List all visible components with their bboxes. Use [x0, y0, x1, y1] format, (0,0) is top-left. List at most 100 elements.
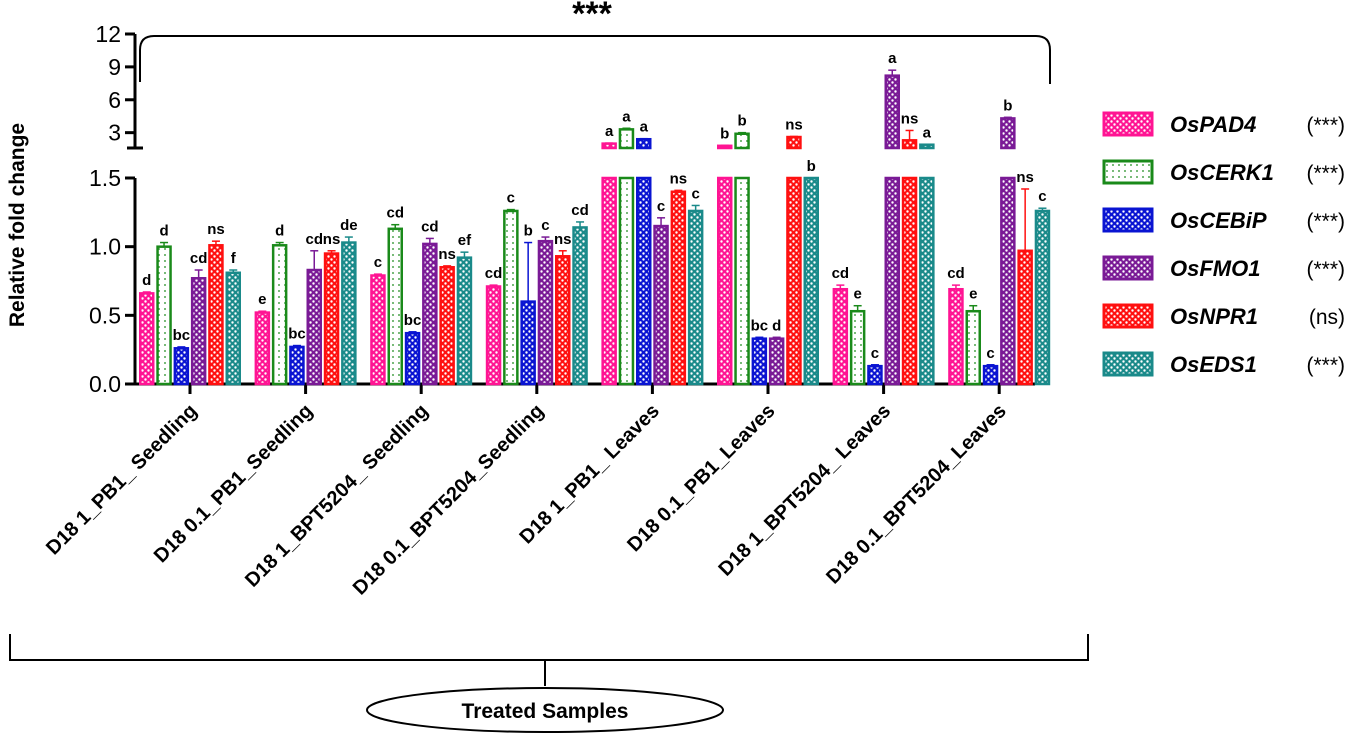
significance-letter: a [640, 119, 649, 136]
xlabel-ellipse [366, 687, 724, 733]
significance-letter: c [507, 190, 515, 207]
bar-lower-segment [901, 176, 918, 386]
y-axis-label: Relative fold change [6, 123, 29, 327]
significance-letter: bc [173, 327, 191, 344]
bar-OsFMO1-2: cd [421, 218, 439, 386]
bar-upper-segment [884, 74, 900, 150]
bar-OsCERK1-4: a [618, 108, 635, 386]
bar-OsNPR1-1: ns [323, 231, 341, 386]
bar-upper-segment [717, 144, 733, 150]
bar-OsPAD4-4: a [601, 123, 617, 386]
y-tick-label: 6 [108, 87, 121, 113]
legend-item-OsNPR1: OsNPR1 (ns) [1102, 303, 1345, 329]
bar [404, 331, 421, 386]
significance-letter: a [923, 124, 932, 141]
legend-label: OsPAD4 [1170, 112, 1256, 137]
bar [190, 277, 207, 386]
significance-letter: ns [1016, 169, 1034, 186]
legend-item-OsCERK1: OsCERK1 (***) [1102, 159, 1345, 185]
bar [982, 364, 999, 386]
significance-letter: e [258, 291, 266, 308]
bar [323, 252, 340, 386]
bar [555, 255, 571, 386]
bar-OsFMO1-0: cd [190, 250, 207, 386]
bar-OsPAD4-3: cd [485, 265, 503, 386]
bar-OsPAD4-0: d [139, 272, 155, 386]
y-tick-label: 9 [108, 54, 121, 80]
bar-upper-segment [1000, 117, 1016, 150]
bar-OsEDS1-5: b [803, 158, 819, 386]
significance-letter: c [374, 254, 382, 271]
bar-OsEDS1-1: de [340, 217, 358, 386]
significance-letter: b [737, 113, 746, 130]
bar-OsFMO1-5: d [768, 317, 785, 386]
significance-letter: b [1003, 97, 1012, 114]
bar-lower-segment [1000, 176, 1016, 386]
significance-letter: ns [670, 170, 688, 187]
bar [370, 274, 386, 386]
bar-OsNPR1-4: ns [670, 170, 688, 386]
bar-OsCEBiP-5: bc [751, 317, 769, 386]
significance-letter: cd [485, 265, 503, 282]
bar-OsEDS1-4: c [687, 185, 704, 386]
significance-letter: ns [207, 221, 225, 238]
bar-upper-segment [901, 139, 918, 150]
y-tick-label: 1.5 [89, 165, 121, 191]
bar-OsCERK1-1: d [271, 223, 288, 386]
legend-label: OsEDS1 [1170, 352, 1257, 377]
significance-letter: cd [832, 265, 850, 282]
bar [341, 241, 357, 386]
legend-swatch [1102, 303, 1154, 329]
bar-lower-segment [618, 176, 635, 386]
significance-letter: d [142, 272, 151, 289]
significance-letter: ns [323, 231, 341, 248]
significance-letter: b [524, 223, 533, 240]
bar [503, 209, 519, 386]
bar-OsPAD4-5: b [717, 125, 733, 386]
legend-significance: (***) [1306, 354, 1345, 377]
samples-bracket [9, 634, 1089, 686]
x-axis-label: Treated Samples [462, 700, 629, 723]
bar-upper-segment [734, 132, 750, 150]
bar [537, 239, 554, 386]
bar-OsCEBiP-4: a [636, 119, 652, 386]
bar-OsCEBiP-1: bc [288, 326, 306, 386]
significance-letter: c [871, 345, 879, 362]
significance-letter: ef [458, 232, 472, 249]
bar-OsCERK1-7: e [965, 286, 981, 386]
chart-title: *** [572, 0, 612, 33]
x-tick-label: D18 1_BPT5204_ Seedling [241, 400, 433, 592]
bar-OsFMO1-1: cd [305, 231, 323, 386]
bar [965, 309, 981, 386]
significance-letter: bc [751, 317, 769, 334]
bar [139, 292, 155, 386]
y-tick-label: 3 [108, 120, 121, 146]
significance-letter: a [622, 108, 631, 125]
bar-OsCEBiP-0: bc [173, 327, 191, 386]
significance-letter: d [159, 223, 168, 240]
bar-lower-segment [601, 176, 617, 386]
legend-significance: (ns) [1309, 306, 1345, 329]
legend-significance: (***) [1306, 162, 1345, 185]
significance-letter: d [275, 223, 284, 240]
bar-OsPAD4-6: cd [832, 265, 850, 386]
legend-label: OsFMO1 [1170, 256, 1260, 281]
bar-OsFMO1-3: c [537, 217, 554, 386]
bar-OsNPR1-0: ns [207, 221, 225, 386]
legend-swatch [1102, 255, 1154, 281]
bar-OsEDS1-3: cd [571, 202, 589, 386]
bar-OsNPR1-2: ns [438, 246, 456, 386]
x-tick-label: D18 0.1_BPT5204_Seedling [349, 400, 549, 600]
bar-lower-segment [734, 176, 750, 386]
significance-letter: e [969, 286, 977, 303]
legend-swatch [1102, 159, 1154, 185]
bar [1034, 209, 1051, 386]
bar-lower-segment [884, 176, 900, 386]
bar [289, 345, 305, 386]
legend-item-OsPAD4: OsPAD4 (***) [1102, 111, 1345, 137]
significance-letter: a [605, 123, 614, 140]
bar-lower-segment [636, 176, 652, 386]
bar [867, 364, 883, 386]
bar-OsFMO1-4: c [653, 198, 669, 386]
